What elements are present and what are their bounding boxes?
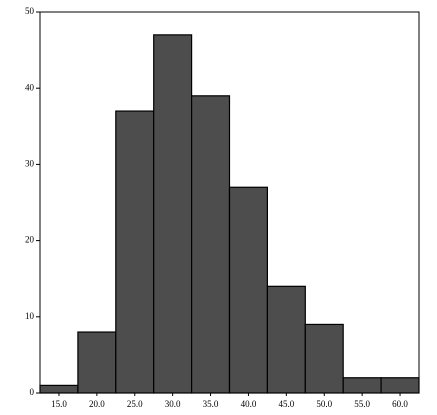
- x-tick-label: 30.0: [165, 399, 181, 409]
- y-tick-label: 0: [30, 387, 35, 397]
- x-tick-label: 40.0: [241, 399, 257, 409]
- x-tick-label: 60.0: [392, 399, 408, 409]
- y-tick-label: 40: [25, 82, 35, 92]
- bar: [153, 34, 193, 394]
- x-tick-label: 15.0: [51, 399, 67, 409]
- x-tick-label: 55.0: [354, 399, 370, 409]
- x-tick-label: 20.0: [89, 399, 105, 409]
- bar: [115, 110, 155, 394]
- bar: [380, 377, 420, 394]
- y-tick-label: 10: [25, 311, 35, 321]
- y-tick-label: 30: [25, 158, 35, 168]
- x-tick-label: 35.0: [203, 399, 219, 409]
- bar: [304, 323, 344, 394]
- bar: [77, 331, 117, 394]
- x-tick-label: 45.0: [278, 399, 294, 409]
- bar: [39, 384, 79, 394]
- x-tick-label: 25.0: [127, 399, 143, 409]
- bar: [342, 377, 382, 394]
- y-tick-label: 20: [25, 235, 35, 245]
- x-tick-label: 50.0: [316, 399, 332, 409]
- bar: [228, 186, 269, 394]
- y-tick-label: 50: [25, 6, 35, 16]
- bar: [266, 285, 306, 394]
- bar: [191, 95, 231, 394]
